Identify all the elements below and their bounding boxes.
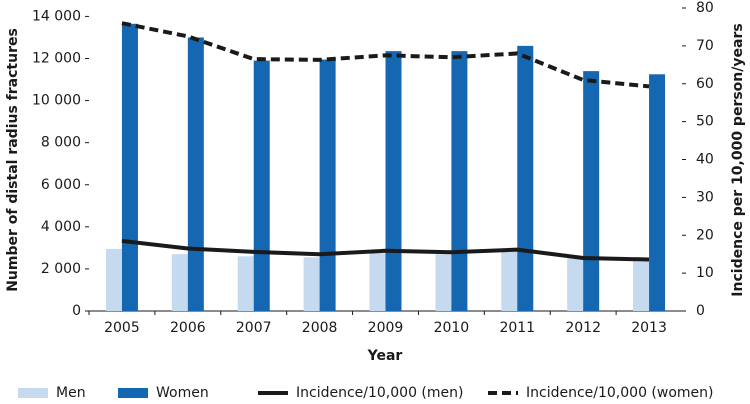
bar bbox=[121, 23, 138, 311]
bar bbox=[171, 254, 188, 311]
y2-tick-label: 20 bbox=[696, 227, 714, 243]
legend-label: Men bbox=[56, 385, 86, 401]
bar bbox=[187, 37, 204, 311]
bar bbox=[385, 51, 402, 312]
legend-swatch bbox=[118, 388, 148, 398]
y2-tick-label: 10 bbox=[696, 265, 714, 281]
bar bbox=[517, 45, 534, 311]
legend-swatch bbox=[18, 388, 48, 398]
y2-tick-label: 0 bbox=[696, 303, 705, 319]
legend-label: Incidence/10,000 (men) bbox=[296, 385, 463, 401]
y-tick-label: 0 bbox=[72, 303, 81, 319]
y2-tick-label: 80 bbox=[696, 0, 714, 16]
x-tick-label: 2010 bbox=[434, 320, 470, 336]
bar bbox=[435, 254, 452, 311]
y-tick-label: 4 000 bbox=[41, 219, 81, 235]
bar bbox=[583, 71, 600, 311]
x-tick-label: 2008 bbox=[302, 320, 338, 336]
y2-tick-label: 50 bbox=[696, 114, 714, 130]
y2-tick-label: 40 bbox=[696, 152, 714, 168]
y-tick-label: 10 000 bbox=[32, 93, 81, 109]
y-tick-label: 6 000 bbox=[41, 177, 81, 193]
x-tick-label: 2011 bbox=[499, 320, 535, 336]
bar bbox=[369, 253, 386, 311]
x-tick-label: 2005 bbox=[104, 320, 140, 336]
bar bbox=[319, 59, 336, 312]
y-tick-label: 2 000 bbox=[41, 261, 81, 277]
y-axis-label: Number of distal radius fractures bbox=[5, 28, 21, 292]
bar bbox=[567, 258, 584, 311]
bar bbox=[649, 74, 666, 311]
y2-axis-label: Incidence per 10,000 person/years bbox=[730, 23, 746, 296]
bar bbox=[105, 248, 122, 311]
y-tick-label: 12 000 bbox=[32, 51, 81, 67]
legend-label: Women bbox=[156, 385, 209, 401]
x-axis-label: Year bbox=[367, 348, 403, 364]
bar bbox=[303, 257, 320, 311]
y2-tick-label: 70 bbox=[696, 38, 714, 54]
x-tick-label: 2012 bbox=[565, 320, 601, 336]
bar bbox=[501, 251, 518, 311]
y-tick-label: 14 000 bbox=[32, 8, 81, 24]
x-tick-label: 2013 bbox=[631, 320, 667, 336]
bar bbox=[451, 51, 468, 312]
y-tick-label: 8 000 bbox=[41, 135, 81, 151]
legend-label: Incidence/10,000 (women) bbox=[526, 385, 714, 401]
bar bbox=[633, 259, 650, 311]
line-series bbox=[121, 21, 650, 89]
bar bbox=[253, 60, 270, 311]
bar bbox=[237, 256, 254, 311]
x-tick-label: 2007 bbox=[236, 320, 272, 336]
x-tick-label: 2009 bbox=[368, 320, 404, 336]
y2-tick-label: 60 bbox=[696, 76, 714, 92]
y2-tick-label: 30 bbox=[696, 189, 714, 205]
line-series bbox=[121, 238, 650, 262]
x-tick-label: 2006 bbox=[170, 320, 206, 336]
